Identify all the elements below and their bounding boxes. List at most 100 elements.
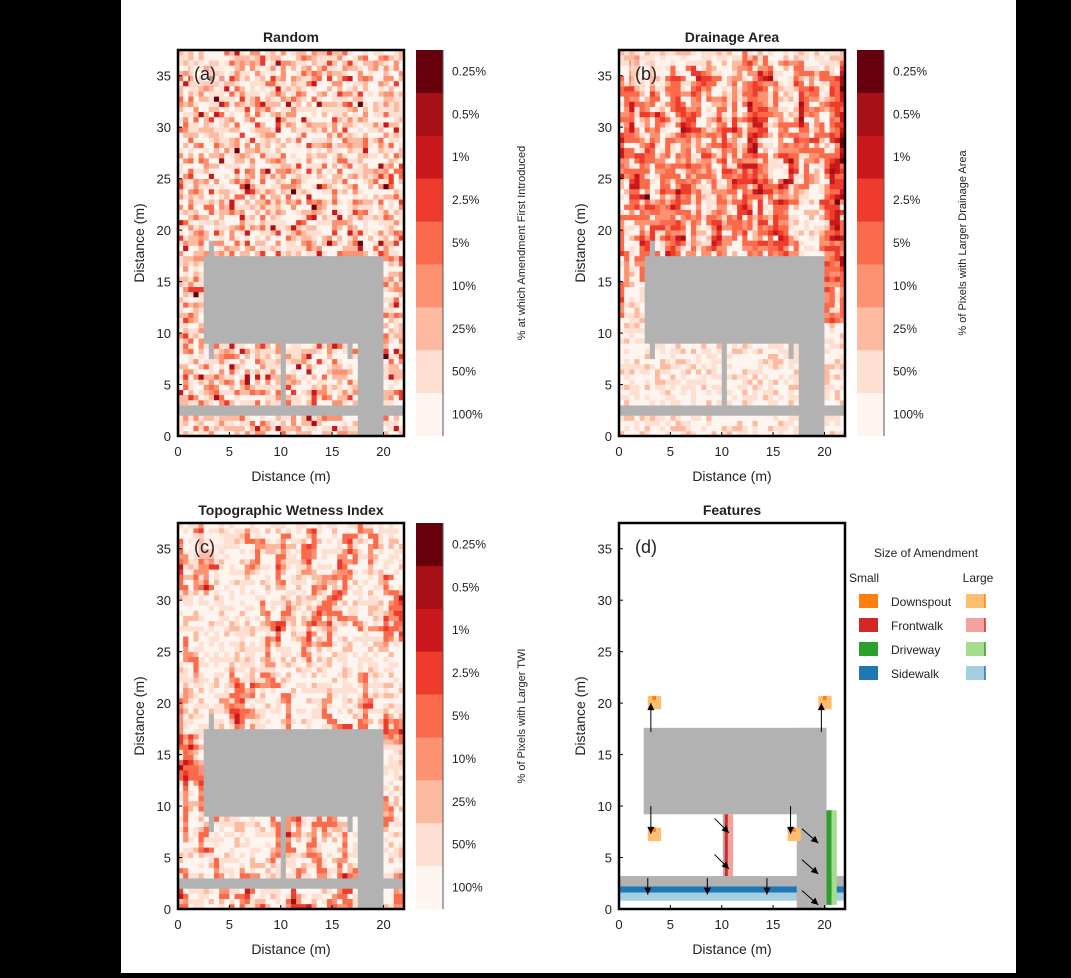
heatmap-cell [830,323,835,328]
heatmap-cell [255,220,260,225]
heatmap-cell [809,354,814,359]
heatmap-cell [783,256,788,261]
heatmap-cell [696,405,701,410]
heatmap-cell [235,266,240,271]
heatmap-cell [711,390,716,395]
heatmap-cell [199,168,204,173]
heatmap-cell [383,215,388,220]
heatmap-cell [327,405,332,410]
heatmap-cell [250,426,255,431]
heatmap-cell [773,292,778,297]
heatmap-cell [753,287,758,292]
heatmap-cell [250,307,255,312]
heatmap-cell [286,390,291,395]
heatmap-cell [389,395,394,400]
heatmap-cell [727,354,732,359]
heatmap-cell [224,369,229,374]
heatmap-cell [317,60,322,65]
heatmap-cell [624,369,629,374]
heatmap-cell [276,271,281,276]
heatmap-cell [670,251,675,256]
heatmap-cell [332,323,337,328]
heatmap-cell [389,297,394,302]
heatmap-cell [830,390,835,395]
heatmap-cell [342,112,347,117]
heatmap-cell [363,261,368,266]
heatmap-cell [240,101,245,106]
heatmap-cell [763,287,768,292]
heatmap-cell [337,251,342,256]
heatmap-cell [291,251,296,256]
heatmap-cell [312,338,317,343]
heatmap-cell [753,246,758,251]
heatmap-cell [281,333,286,338]
heatmap-cell [296,163,301,168]
heatmap-cell [270,225,275,230]
heatmap-cell [291,287,296,292]
heatmap-cell [368,333,373,338]
heatmap-cell [634,354,639,359]
heatmap-cell [717,323,722,328]
heatmap-cell [240,112,245,117]
heatmap-cell [783,405,788,410]
heatmap-cell [758,359,763,364]
heatmap-cell [296,55,301,60]
heatmap-cell [281,184,286,189]
heatmap-cell [814,338,819,343]
heatmap-cell [394,364,399,369]
heatmap-cell [824,379,829,384]
heatmap-cell [363,199,368,204]
heatmap-cell [348,426,353,431]
heatmap-cell [665,240,670,245]
heatmap-cell [193,266,198,271]
heatmap-cell [383,96,388,101]
heatmap-cell [260,354,265,359]
heatmap-cell [250,390,255,395]
heatmap-cell [296,354,301,359]
heatmap-cell [276,256,281,261]
heatmap-cell [394,179,399,184]
heatmap-cell [378,379,383,384]
heatmap-cell [219,338,224,343]
heatmap-cell [312,60,317,65]
heatmap-cell [394,410,399,415]
heatmap-cell [389,354,394,359]
heatmap-cell [296,189,301,194]
heatmap-cell [722,287,727,292]
heatmap-cell [778,292,783,297]
heatmap-cell [183,210,188,215]
heatmap-cell [830,282,835,287]
heatmap-cell [722,400,727,405]
heatmap-cell [794,328,799,333]
heatmap-cell [824,426,829,431]
heatmap-cell [655,364,660,369]
heatmap-cell [665,287,670,292]
heatmap-cell [240,421,245,426]
heatmap-cell [353,163,358,168]
heatmap-cell [306,312,311,317]
heatmap-cell [312,189,317,194]
heatmap-cell [337,76,342,81]
heatmap-cell [353,158,358,163]
heatmap-cell [301,390,306,395]
heatmap-cell [835,333,840,338]
heatmap-cell [219,101,224,106]
heatmap-cell [260,112,265,117]
heatmap-cell [193,276,198,281]
heatmap-cell [260,240,265,245]
heatmap-cell [240,210,245,215]
heatmap-cell [270,374,275,379]
heatmap-cell [363,174,368,179]
heatmap-cell [783,338,788,343]
heatmap-cell [814,349,819,354]
heatmap-cell [327,287,332,292]
heatmap-cell [660,307,665,312]
heatmap-cell [193,163,198,168]
heatmap-cell [332,349,337,354]
heatmap-cell [665,410,670,415]
heatmap-cell [353,148,358,153]
heatmap-cell [265,91,270,96]
heatmap-cell [670,349,675,354]
heatmap-cell [773,256,778,261]
heatmap-cell [799,410,804,415]
